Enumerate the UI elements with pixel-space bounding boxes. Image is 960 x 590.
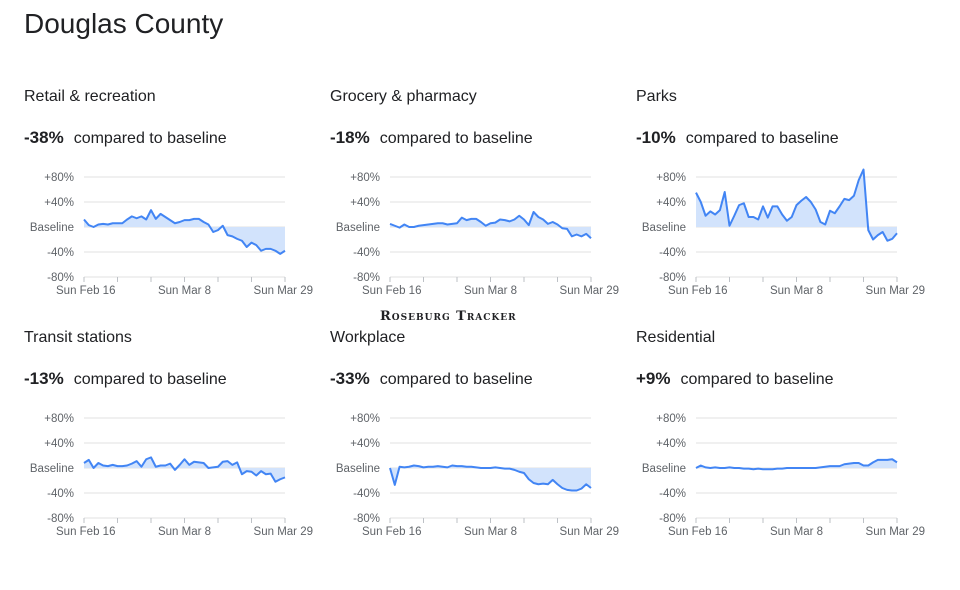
compare-label: compared to baseline: [73, 130, 227, 147]
x-tick-label: Sun Mar 8: [158, 526, 211, 538]
y-tick-label: +40%: [350, 438, 380, 450]
y-tick-label: -80%: [47, 272, 74, 284]
y-tick-label: +80%: [44, 413, 74, 425]
y-tick-label: +40%: [44, 197, 74, 209]
chart-title: Grocery & pharmacy: [330, 88, 477, 105]
y-tick-label: +80%: [350, 172, 380, 184]
compare-label: compared to baseline: [680, 371, 834, 388]
line-chart: +80% +40% Baseline -40% -80%Sun Feb 16 Sun Ma…: [336, 172, 619, 297]
x-tick-label: Sun Feb 16: [56, 285, 115, 297]
x-tick-label: Sun Mar 8: [464, 285, 517, 297]
line-chart: +80% +40% Baseline -40% -80%Sun Feb 16 Sun Ma…: [642, 413, 925, 538]
baseline-area: [696, 459, 897, 470]
x-tick-label: Sun Mar 29: [560, 285, 619, 297]
change-summary: -13% compared to baseline: [24, 369, 227, 389]
compare-label: compared to baseline: [73, 371, 227, 388]
change-summary: -18% compared to baseline: [330, 128, 533, 148]
y-tick-label: -40%: [47, 488, 74, 500]
change-summary: -38% compared to baseline: [24, 128, 227, 148]
baseline-area: [84, 457, 285, 482]
x-tick-label: Sun Mar 29: [866, 285, 925, 297]
change-summary: +9% compared to baseline: [636, 369, 833, 389]
x-tick-label: Sun Mar 29: [866, 526, 925, 538]
compare-label: compared to baseline: [685, 130, 839, 147]
y-tick-label: -40%: [47, 247, 74, 259]
watermark: Roseburg Tracker: [380, 309, 517, 324]
y-tick-label: -80%: [47, 513, 74, 525]
x-tick-label: Sun Feb 16: [56, 526, 115, 538]
x-tick-label: Sun Mar 8: [158, 285, 211, 297]
y-tick-label: -80%: [659, 272, 686, 284]
y-tick-label: Baseline: [30, 463, 74, 475]
line-chart: +80% +40% Baseline -40% -80%Sun Feb 16 Sun Ma…: [30, 413, 313, 538]
change-value: -38%: [24, 128, 64, 147]
y-tick-label: -80%: [659, 513, 686, 525]
x-tick-label: Sun Mar 8: [464, 526, 517, 538]
line-chart: +80% +40% Baseline -40% -80%Sun Feb 16 Sun Ma…: [642, 168, 925, 297]
y-tick-label: +80%: [656, 413, 686, 425]
y-tick-label: -40%: [659, 247, 686, 259]
x-tick-label: Sun Mar 8: [770, 285, 823, 297]
compare-label: compared to baseline: [379, 371, 533, 388]
baseline-area: [84, 210, 285, 254]
chart-card-grocery-pharmacy: Grocery & pharmacy -18% compared to basel…: [330, 88, 636, 318]
x-tick-label: Sun Mar 29: [254, 285, 313, 297]
change-value: -10%: [636, 128, 676, 147]
x-tick-label: Sun Mar 29: [254, 526, 313, 538]
chart-card-retail-recreation: Retail & recreation -38% compared to base…: [24, 88, 330, 318]
y-tick-label: Baseline: [336, 222, 380, 234]
y-tick-label: Baseline: [642, 222, 686, 234]
y-tick-label: -80%: [353, 513, 380, 525]
page-title: Douglas County: [24, 8, 224, 39]
change-value: -13%: [24, 369, 64, 388]
change-value: +9%: [636, 369, 671, 388]
chart-title: Transit stations: [24, 329, 132, 346]
change-summary: -33% compared to baseline: [330, 369, 533, 389]
x-tick-label: Sun Feb 16: [362, 526, 421, 538]
chart-title: Residential: [636, 329, 716, 346]
chart-card-residential: Residential +9% compared to baseline +80% +…: [636, 329, 942, 559]
compare-label: compared to baseline: [379, 130, 533, 147]
y-tick-label: +80%: [656, 172, 686, 184]
baseline-area: [390, 465, 591, 491]
y-tick-label: +40%: [656, 197, 686, 209]
x-tick-label: Sun Feb 16: [668, 285, 727, 297]
y-tick-label: Baseline: [30, 222, 74, 234]
x-tick-label: Sun Mar 8: [770, 526, 823, 538]
y-tick-label: Baseline: [642, 463, 686, 475]
chart-card-parks: Parks -10% compared to baseline +80% +40% Ba…: [636, 88, 942, 318]
y-tick-label: Baseline: [336, 463, 380, 475]
y-tick-label: +80%: [44, 172, 74, 184]
y-tick-label: -80%: [353, 272, 380, 284]
change-summary: -10% compared to baseline: [636, 128, 839, 148]
chart-card-workplace: Workplace -33% compared to baseline +80% +4…: [330, 329, 636, 559]
chart-title: Retail & recreation: [24, 88, 156, 105]
y-tick-label: +40%: [44, 438, 74, 450]
x-tick-label: Sun Feb 16: [668, 526, 727, 538]
chart-card-transit-stations: Transit stations -13% compared to baselin…: [24, 329, 330, 559]
y-tick-label: +40%: [656, 438, 686, 450]
y-tick-label: -40%: [659, 488, 686, 500]
y-tick-label: -40%: [353, 247, 380, 259]
line-chart: +80% +40% Baseline -40% -80%Sun Feb 16 Sun Ma…: [336, 413, 619, 538]
line-chart: +80% +40% Baseline -40% -80%Sun Feb 16 Sun Ma…: [30, 172, 313, 297]
change-value: -18%: [330, 128, 370, 147]
y-tick-label: +40%: [350, 197, 380, 209]
chart-title: Workplace: [330, 329, 406, 346]
y-tick-label: -40%: [353, 488, 380, 500]
change-value: -33%: [330, 369, 370, 388]
x-tick-label: Sun Mar 29: [560, 526, 619, 538]
x-tick-label: Sun Feb 16: [362, 285, 421, 297]
chart-title: Parks: [636, 88, 677, 105]
y-tick-label: +80%: [350, 413, 380, 425]
